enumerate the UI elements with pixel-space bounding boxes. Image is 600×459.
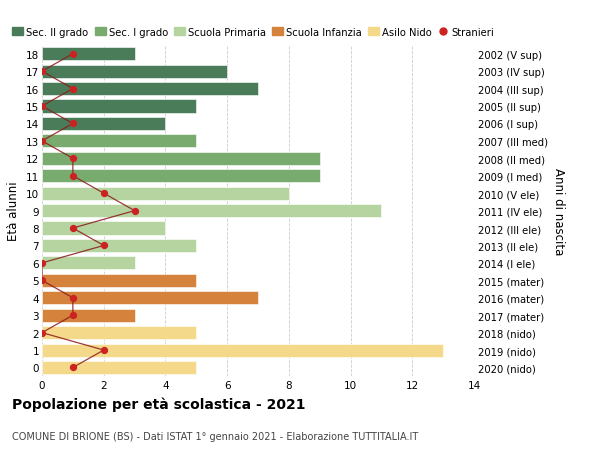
Point	[37, 68, 47, 76]
Text: Popolazione per età scolastica - 2021: Popolazione per età scolastica - 2021	[12, 397, 305, 412]
Bar	[42, 187, 289, 200]
Point	[99, 190, 109, 197]
Bar	[42, 135, 196, 148]
Y-axis label: Età alunni: Età alunni	[7, 181, 20, 241]
Bar	[42, 170, 320, 183]
Point	[68, 121, 77, 128]
Point	[37, 329, 47, 336]
Point	[68, 294, 77, 302]
Point	[68, 312, 77, 319]
Point	[37, 138, 47, 145]
Point	[68, 173, 77, 180]
Bar	[42, 118, 166, 131]
Point	[130, 207, 139, 215]
Bar	[42, 240, 196, 252]
Y-axis label: Anni di nascita: Anni di nascita	[552, 168, 565, 255]
Bar	[42, 205, 382, 218]
Bar	[42, 66, 227, 78]
Point	[68, 225, 77, 232]
Bar	[42, 344, 443, 357]
Point	[99, 347, 109, 354]
Bar	[42, 361, 196, 374]
Bar	[42, 83, 258, 96]
Point	[68, 155, 77, 162]
Point	[37, 277, 47, 285]
Point	[68, 86, 77, 93]
Point	[99, 242, 109, 250]
Bar	[42, 48, 134, 61]
Bar	[42, 100, 196, 113]
Text: COMUNE DI BRIONE (BS) - Dati ISTAT 1° gennaio 2021 - Elaborazione TUTTITALIA.IT: COMUNE DI BRIONE (BS) - Dati ISTAT 1° ge…	[12, 431, 418, 442]
Legend: Sec. II grado, Sec. I grado, Scuola Primaria, Scuola Infanzia, Asilo Nido, Stran: Sec. II grado, Sec. I grado, Scuola Prim…	[13, 28, 494, 38]
Point	[68, 364, 77, 371]
Point	[37, 260, 47, 267]
Point	[37, 103, 47, 111]
Bar	[42, 257, 134, 270]
Bar	[42, 309, 134, 322]
Bar	[42, 222, 166, 235]
Point	[68, 51, 77, 58]
Bar	[42, 274, 196, 287]
Bar	[42, 152, 320, 166]
Bar	[42, 326, 196, 339]
Bar	[42, 291, 258, 305]
